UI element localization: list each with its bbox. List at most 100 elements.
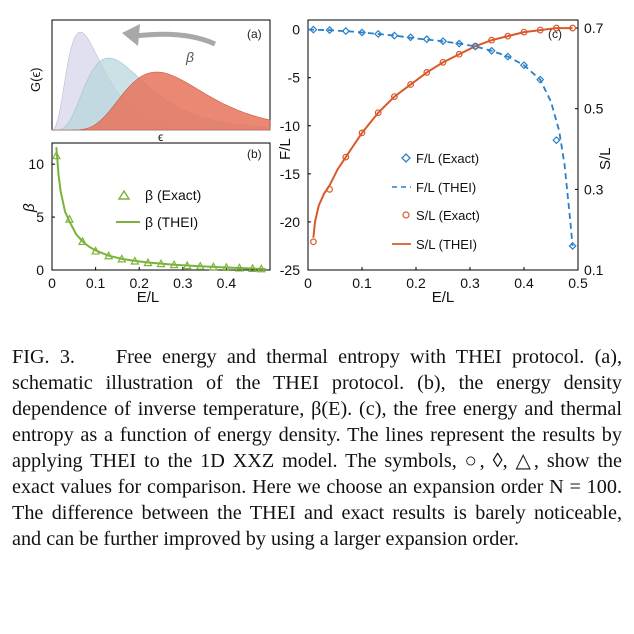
panel-b-frame <box>51 142 271 271</box>
panel-c-ytick-left-label: -20 <box>280 214 300 230</box>
s-exact-point <box>520 28 528 36</box>
panel-c-ytick-left-label: -15 <box>280 166 300 182</box>
f-exact-point <box>309 25 318 34</box>
panel-c-label: (c) <box>548 27 562 41</box>
beta-exact-point <box>169 259 179 269</box>
f-exact-point <box>568 241 577 251</box>
figure-caption: FIG. 3. Free energy and thermal entropy … <box>12 344 622 552</box>
panel-c-ytick-right-label: 0.1 <box>584 262 604 278</box>
panel-b-xtick-label: 0 <box>48 275 56 291</box>
beta-exact-point <box>208 262 218 271</box>
f-exact-point <box>471 42 480 51</box>
s-exact-point <box>423 69 431 76</box>
s-exact-point <box>569 24 576 32</box>
panel-c-xtick-label: 0.2 <box>406 275 426 291</box>
panel-b-ytick-label: 10 <box>28 156 44 172</box>
panel-c-xtick-label: 0.3 <box>460 275 480 291</box>
legend-triangle-icon <box>117 189 131 200</box>
caption-text: Free energy and thermal entropy with THE… <box>12 346 623 550</box>
panel-c-ticks: 0 0.1 0.2 0.3 0.4 0.5 0 -5 -10 -15 -20 -25 0.1 0.3 0.5… <box>280 20 604 291</box>
panel-c-ytick-right-label: 0.7 <box>584 20 604 36</box>
panel-c-ytick-left-label: -25 <box>280 262 300 278</box>
f-exact-point <box>374 29 383 38</box>
panel-c: 0 0.1 0.2 0.3 0.4 0.5 0 -5 -10 -15 -20 -25 0.1 0.3 0.5… <box>277 19 614 306</box>
panel-a-ylabel: G(ϵ) <box>28 67 43 92</box>
f-exact-point <box>552 136 561 145</box>
legend-s-thei: S/L (THEI) <box>416 237 477 252</box>
panel-c-legend: F/L (Exact) F/L (THEI) S/L (Exact) S/L (… <box>392 151 480 252</box>
f-exact-point <box>503 52 512 61</box>
panel-b-legend: β (Exact) β (THEI) <box>116 187 201 230</box>
beta-exact-point <box>64 214 74 223</box>
beta-thei-line <box>55 147 266 270</box>
beta-exact-point <box>221 262 231 271</box>
panel-c-series <box>307 24 577 251</box>
beta-exact-point <box>143 257 153 267</box>
panel-c-xtick-label: 0.4 <box>514 275 534 291</box>
panel-c-ylabel-left: F/L <box>277 138 294 160</box>
panel-c-ytick-left-label: -5 <box>288 70 301 86</box>
panel-b: 0 0.1 0.2 0.3 0.4 0 5 10 (b) β E/L β (Exact) β … <box>21 142 271 306</box>
beta-exact-point <box>156 258 166 268</box>
panel-b-ylabel: β <box>21 203 38 213</box>
panel-c-ytick-right-label: 0.3 <box>584 181 604 197</box>
f-exact-point <box>357 28 367 37</box>
beta-exact-point <box>248 263 258 273</box>
s-exact-point <box>342 153 350 161</box>
f-exact-point <box>325 26 334 35</box>
panel-b-ytick-label: 5 <box>36 209 44 225</box>
s-exact-point <box>488 36 496 44</box>
panel-c-frame <box>307 19 579 271</box>
legend-f-thei: F/L (THEI) <box>416 180 476 195</box>
panel-c-xlabel: E/L <box>432 289 455 306</box>
legend-f-exact: F/L (Exact) <box>416 151 479 166</box>
s-exact-point <box>504 32 512 40</box>
f-exact-point <box>422 35 431 44</box>
s-exact-point <box>326 185 334 193</box>
beta-arrow-label: β <box>185 49 194 65</box>
panel-b-series <box>51 147 266 273</box>
panel-b-label: (b) <box>247 147 262 161</box>
panel-a-label: (a) <box>247 27 262 41</box>
beta-exact-point <box>51 150 61 160</box>
panel-b-xtick-label: 0.2 <box>129 275 149 291</box>
f-thei-line <box>307 28 574 247</box>
beta-exact-point <box>91 246 101 255</box>
legend-beta-exact: β (Exact) <box>145 187 201 203</box>
f-exact-point <box>455 39 464 48</box>
s-exact-point <box>407 81 415 88</box>
caption-label: FIG. 3. <box>12 346 75 368</box>
s-exact-point <box>455 50 463 58</box>
panel-b-xlabel: E/L <box>137 289 160 306</box>
beta-exact-point <box>195 261 205 270</box>
panel-c-ylabel-right: S/L <box>597 147 614 170</box>
beta-exact-point <box>130 256 140 265</box>
f-exact-point <box>536 75 545 84</box>
panel-b-ytick-label: 0 <box>36 262 44 278</box>
f-exact-point <box>341 27 350 36</box>
beta-exact-point <box>104 250 114 260</box>
s-exact-point <box>391 93 398 101</box>
panel-b-ticks: 0 0.1 0.2 0.3 0.4 0 5 10 <box>28 156 236 291</box>
panel-c-xtick-label: 0 <box>304 275 312 291</box>
legend-diamond-icon <box>401 153 411 163</box>
panel-c-ytick-left-label: -10 <box>280 118 300 134</box>
s-exact-point <box>536 26 544 34</box>
panel-c-xtick-label: 0.1 <box>352 275 372 291</box>
legend-s-exact: S/L (Exact) <box>416 208 480 223</box>
f-exact-point <box>487 46 496 55</box>
f-exact-point <box>406 33 415 42</box>
legend-circle-icon <box>402 211 410 219</box>
s-exact-point <box>439 58 447 66</box>
panel-b-xtick-label: 0.4 <box>217 275 237 291</box>
beta-exact-point <box>234 263 244 272</box>
s-exact-point <box>310 238 317 246</box>
panel-c-ytick-left-label: 0 <box>292 22 300 38</box>
panel-c-xtick-label: 0.5 <box>568 275 588 291</box>
panel-a: β (a) G(ϵ) ϵ <box>28 19 271 144</box>
beta-exact-point <box>256 263 266 273</box>
beta-arrow <box>134 31 217 47</box>
figure: β (a) G(ϵ) ϵ 0 0.1 0.2 0.3 0.4 0 5 10 (b) β E/L… <box>21 19 614 306</box>
beta-exact-point <box>182 260 192 270</box>
distribution-curve-3 <box>52 71 271 131</box>
